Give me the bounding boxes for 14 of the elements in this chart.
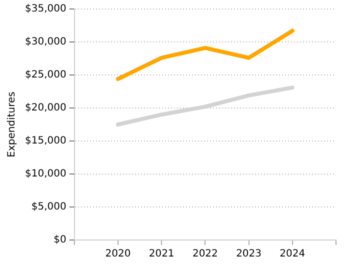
y-tick-label: $15,000 xyxy=(24,136,66,147)
x-tick-label: 2024 xyxy=(280,248,306,260)
y-axis-title: Expenditures xyxy=(6,92,18,158)
y-tick-label: $20,000 xyxy=(24,102,66,114)
x-tick-label: 2020 xyxy=(105,248,131,260)
x-tick-label: 2023 xyxy=(236,248,262,260)
y-tick-label: $35,000 xyxy=(24,4,66,15)
y-tick-label: $0 xyxy=(54,234,66,246)
x-tick-label: 2021 xyxy=(148,248,174,260)
y-tick-label: $10,000 xyxy=(24,168,66,180)
y-tick-label: $5,000 xyxy=(31,202,66,213)
y-tick-label: $30,000 xyxy=(24,36,66,48)
x-tick-label: 2022 xyxy=(192,248,218,260)
y-tick-label: $25,000 xyxy=(24,70,66,81)
